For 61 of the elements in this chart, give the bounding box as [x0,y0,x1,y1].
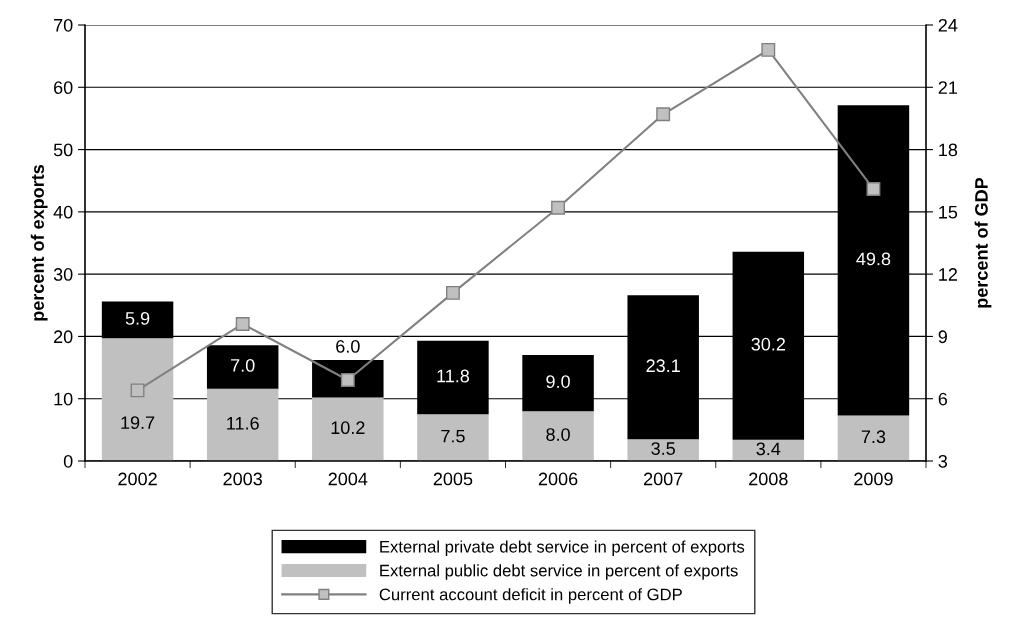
bar [627,439,699,461]
data-label: 23.1 [646,359,680,373]
data-label: 49.8 [856,252,891,266]
y-tick-label: 10 [54,392,73,406]
data-label: 7.5 [441,429,465,443]
data-label: 11.8 [437,369,470,383]
data-label: 19.7 [121,416,155,430]
legend-label: External public debt service in percent of exports [380,564,738,580]
bar [101,338,174,461]
point [130,383,145,398]
x-tick-label: 2002 [118,472,157,486]
x-tick-label: 2003 [223,472,262,486]
data-label: 3.5 [651,442,675,455]
y-tick-label: 0 [63,454,73,468]
y-tick-label: 30 [53,268,73,281]
y-tick-label: 20 [54,330,73,344]
point [656,107,671,122]
x-tick-label: 2005 [433,472,473,486]
data-label: 30.2 [751,337,785,351]
y-tick-label: 40 [53,205,73,219]
point [551,200,566,215]
data-label: 10.2 [331,421,365,435]
bar [206,345,279,389]
x-tick-label: 2006 [538,472,578,486]
data-label: 9.0 [546,375,570,388]
point [340,373,355,387]
x-tick-label: 2008 [749,472,788,486]
legend-label: Current account deficit in percent of GDP [379,588,682,604]
y2-tick-label: 15 [939,205,958,219]
y2-tick-label: 12 [939,268,957,281]
bar [522,411,594,461]
y-tick-label: 60 [54,81,73,95]
bar [837,415,910,461]
bar [206,388,279,461]
legend-label: External private debt service in percent of exports [380,540,745,556]
data-label: 11.6 [227,416,259,430]
bar [417,414,489,461]
data-label: 8.0 [546,428,570,441]
point [761,42,776,57]
y2-tick-label: 18 [939,143,958,157]
bar [312,397,384,461]
y2-tick-label: 9 [938,330,947,344]
y-axis-title: percent of exports [30,164,48,321]
y2-tick-label: 6 [938,392,948,406]
y2-tick-label: 3 [938,454,948,468]
data-label: 7.3 [861,430,886,444]
point [235,317,250,331]
x-tick-label: 2009 [854,472,893,486]
point [445,285,460,300]
data-label: 3.4 [756,442,781,456]
y2-axis-title: percent of GDP [974,177,992,308]
y-tick-label: 70 [54,18,73,32]
data-label: 5.9 [125,311,150,325]
x-tick-label: 2004 [328,472,368,486]
y2-tick-label: 24 [938,18,958,32]
data-label: 6.0 [336,340,360,353]
y2-tick-label: 21 [938,81,958,94]
data-label: 7.0 [231,359,255,372]
y-tick-label: 50 [53,143,73,157]
point [866,182,881,196]
x-tick-label: 2007 [644,472,683,486]
